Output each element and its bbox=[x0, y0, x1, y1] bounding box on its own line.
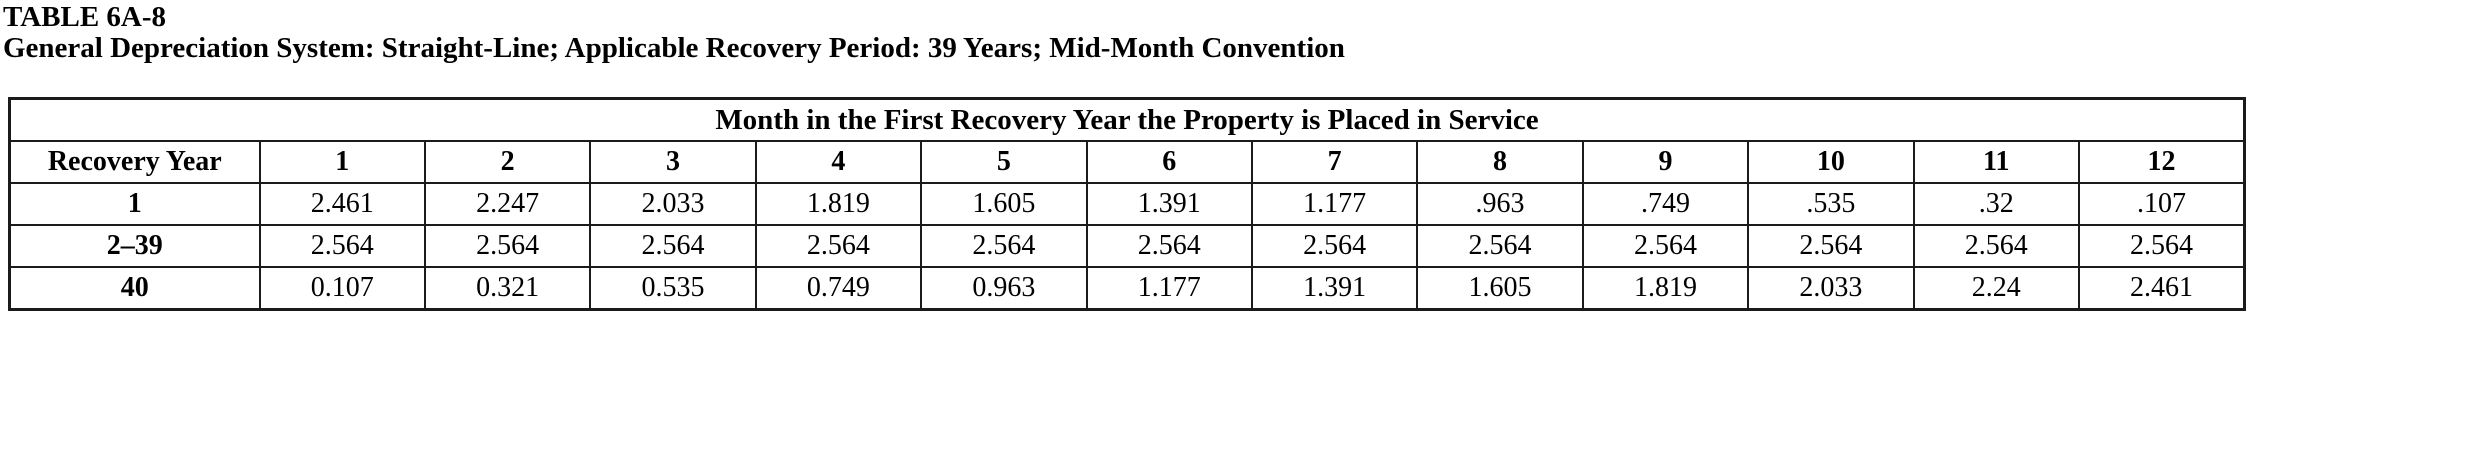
column-header-row: Recovery Year 1 2 3 4 5 6 7 8 9 10 11 12 bbox=[8, 140, 2246, 184]
table-row: 2–39 2.564 2.564 2.564 2.564 2.564 2.564 2.564 2… bbox=[8, 224, 2246, 268]
month-header-8: 8 bbox=[1416, 140, 1584, 184]
value-cell: 1.819 bbox=[1581, 266, 1750, 311]
value-cell: 1.391 bbox=[1085, 182, 1253, 226]
month-header-3: 3 bbox=[589, 140, 757, 184]
month-header-11: 11 bbox=[1912, 140, 2080, 184]
value-cell: 2.564 bbox=[1912, 224, 2080, 268]
month-header-6: 6 bbox=[1085, 140, 1253, 184]
value-cell: 2.564 bbox=[1250, 224, 1419, 268]
value-cell: 2.564 bbox=[754, 224, 923, 268]
month-header-12: 12 bbox=[2077, 140, 2246, 184]
value-cell: 2.564 bbox=[1581, 224, 1750, 268]
value-cell: 2.461 bbox=[258, 182, 426, 226]
row-label: 1 bbox=[8, 182, 261, 226]
value-cell: 2.564 bbox=[423, 224, 592, 268]
value-cell: 1.391 bbox=[1250, 266, 1419, 311]
month-header-4: 4 bbox=[754, 140, 923, 184]
value-cell: 1.605 bbox=[920, 182, 1088, 226]
value-cell: .535 bbox=[1747, 182, 1915, 226]
value-cell: 1.605 bbox=[1416, 266, 1584, 311]
recovery-year-header: Recovery Year bbox=[8, 140, 261, 184]
value-cell: .32 bbox=[1912, 182, 2080, 226]
value-cell: 2.564 bbox=[1747, 224, 1915, 268]
value-cell: 2.24 bbox=[1912, 266, 2080, 311]
value-cell: 2.564 bbox=[258, 224, 426, 268]
row-label: 40 bbox=[8, 266, 261, 311]
table-body: Month in the First Recovery Year the Pro… bbox=[8, 97, 2246, 311]
value-cell: 0.321 bbox=[423, 266, 592, 311]
value-cell: 2.564 bbox=[1085, 224, 1253, 268]
table-row: 40 0.107 0.321 0.535 0.749 0.963 1.177 1.391 1.6… bbox=[8, 266, 2246, 311]
value-cell: 2.461 bbox=[2077, 266, 2246, 311]
month-header-1: 1 bbox=[258, 140, 426, 184]
value-cell: 2.564 bbox=[920, 224, 1088, 268]
month-header-9: 9 bbox=[1581, 140, 1750, 184]
depreciation-table: Month in the First Recovery Year the Pro… bbox=[8, 97, 2246, 311]
value-cell: 2.033 bbox=[589, 182, 757, 226]
table-number-title: TABLE 6A-8 bbox=[3, 1, 167, 33]
value-cell: 0.107 bbox=[258, 266, 426, 311]
month-header-2: 2 bbox=[423, 140, 592, 184]
value-cell: 1.177 bbox=[1085, 266, 1253, 311]
value-cell: 2.564 bbox=[589, 224, 757, 268]
value-cell: 2.564 bbox=[2077, 224, 2246, 268]
value-cell: .749 bbox=[1581, 182, 1750, 226]
value-cell: .107 bbox=[2077, 182, 2246, 226]
table-row: 1 2.461 2.247 2.033 1.819 1.605 1.391 1.177.963… bbox=[8, 182, 2246, 226]
value-cell: 2.033 bbox=[1747, 266, 1915, 311]
month-header-5: 5 bbox=[920, 140, 1088, 184]
span-header-row: Month in the First Recovery Year the Pro… bbox=[8, 97, 2246, 142]
span-header-cell: Month in the First Recovery Year the Pro… bbox=[8, 97, 2246, 142]
value-cell: 2.564 bbox=[1416, 224, 1584, 268]
month-header-7: 7 bbox=[1250, 140, 1419, 184]
row-label: 2–39 bbox=[8, 224, 261, 268]
table-subtitle: General Depreciation System: Straight-Li… bbox=[3, 32, 1345, 64]
value-cell: 2.247 bbox=[423, 182, 592, 226]
value-cell: 1.819 bbox=[754, 182, 923, 226]
value-cell: .963 bbox=[1416, 182, 1584, 226]
value-cell: 0.963 bbox=[920, 266, 1088, 311]
value-cell: 0.749 bbox=[754, 266, 923, 311]
value-cell: 1.177 bbox=[1250, 182, 1419, 226]
month-header-10: 10 bbox=[1747, 140, 1915, 184]
table-caption: TABLE 6A-8 General Depreciation System: … bbox=[0, 0, 2476, 64]
value-cell: 0.535 bbox=[589, 266, 757, 311]
